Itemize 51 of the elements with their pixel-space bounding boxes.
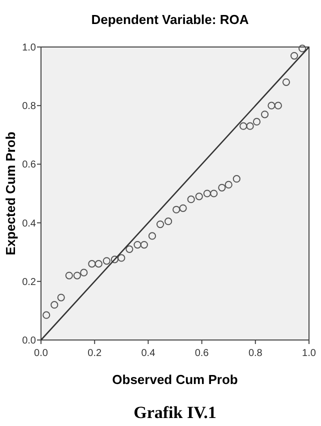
y-tick-label: 1.0 xyxy=(22,42,36,54)
point xyxy=(80,268,88,276)
point xyxy=(210,190,218,198)
point xyxy=(118,254,126,262)
y-tick-label: 0.4 xyxy=(22,218,36,230)
point xyxy=(252,118,261,126)
point xyxy=(260,110,269,118)
text: Grafik IV.1 xyxy=(134,403,216,422)
point xyxy=(57,294,65,302)
point xyxy=(164,218,172,226)
x-tick-label: 0.4 xyxy=(141,348,156,359)
point xyxy=(203,190,211,198)
point xyxy=(65,272,73,280)
point xyxy=(282,78,290,86)
x-tick-label: 1.0 xyxy=(302,348,316,359)
y-tick-label: 0.6 xyxy=(22,160,36,171)
point xyxy=(172,206,180,214)
x-tick-label: 0.6 xyxy=(194,348,210,359)
point xyxy=(268,102,276,110)
y-tick-label: 0.0 xyxy=(22,336,36,346)
point xyxy=(134,240,142,249)
point xyxy=(195,192,203,200)
chart-title: Dependent Variable: ROA xyxy=(91,12,250,27)
point xyxy=(187,196,195,204)
point xyxy=(240,122,248,130)
point xyxy=(298,44,306,52)
point xyxy=(110,256,118,264)
point xyxy=(50,301,58,309)
x-tick-label: 0.0 xyxy=(34,348,48,359)
point xyxy=(232,175,240,183)
point xyxy=(290,52,298,60)
x-axis-title: Observed Cum Prob xyxy=(112,372,238,387)
point xyxy=(42,311,50,319)
y-tick-label: 0.8 xyxy=(22,101,36,112)
point xyxy=(156,220,164,228)
point xyxy=(126,245,134,253)
y-axis-title: Expected Cum Prob xyxy=(3,132,18,256)
point xyxy=(140,240,148,249)
point xyxy=(102,257,110,265)
point xyxy=(73,272,81,280)
point xyxy=(94,260,102,268)
point xyxy=(88,260,96,268)
point xyxy=(179,204,187,212)
point xyxy=(246,122,254,130)
point xyxy=(218,184,226,192)
point xyxy=(148,232,156,240)
y-tick-label: 0.2 xyxy=(22,276,36,288)
x-tick-label: 0.2 xyxy=(88,348,102,359)
point xyxy=(274,102,282,110)
x-tick-label: 0.8 xyxy=(248,348,263,359)
point xyxy=(224,180,232,189)
